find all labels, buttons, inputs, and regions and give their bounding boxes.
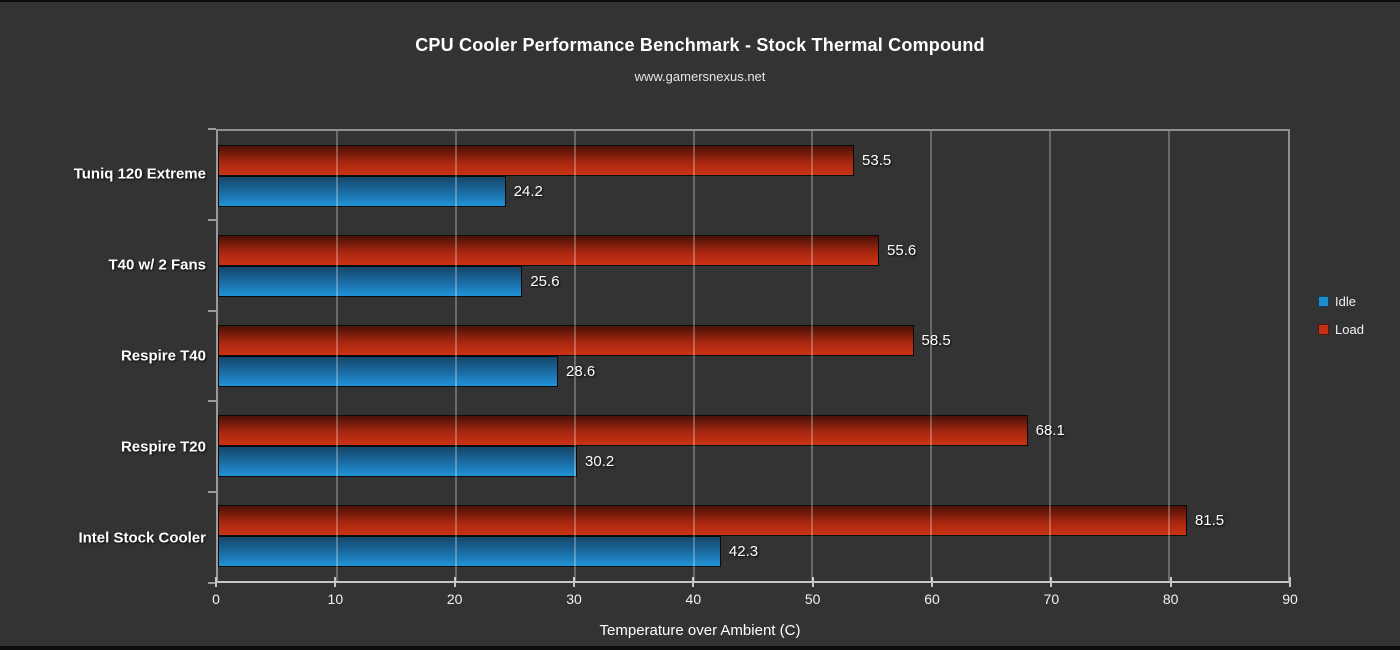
legend-label: Load bbox=[1335, 322, 1364, 337]
category-label: T40 w/ 2 Fans bbox=[108, 256, 206, 274]
legend-item-idle: Idle bbox=[1318, 294, 1364, 309]
legend: Idle Load bbox=[1318, 294, 1364, 350]
y-tick-mark bbox=[208, 582, 216, 584]
x-tick-mark bbox=[692, 577, 695, 587]
x-tick-label: 20 bbox=[446, 591, 463, 607]
value-label: 30.2 bbox=[585, 453, 615, 470]
plot-area: 53.5 24.2 55.6 25.6 58.5 28.6 68.1 30.2 81.5 42.3 bbox=[216, 129, 1290, 583]
bar-row: 42.3 bbox=[218, 536, 1288, 567]
legend-item-load: Load bbox=[1318, 322, 1364, 337]
x-axis-title: Temperature over Ambient (C) bbox=[599, 622, 801, 639]
bar-idle bbox=[218, 446, 578, 477]
chart-title: CPU Cooler Performance Benchmark - Stock… bbox=[415, 35, 985, 55]
bar-idle bbox=[218, 536, 721, 567]
value-label: 42.3 bbox=[728, 543, 759, 560]
bar-load bbox=[218, 325, 914, 356]
x-tick-mark bbox=[453, 577, 456, 587]
category-band: 81.5 42.3 bbox=[218, 491, 1288, 581]
bar-row: 81.5 bbox=[218, 505, 1288, 536]
value-label: 24.2 bbox=[513, 183, 543, 200]
value-label: 81.5 bbox=[1194, 512, 1225, 529]
value-label: 58.5 bbox=[921, 332, 951, 349]
x-tick-label: 80 bbox=[1162, 591, 1179, 607]
value-label: 55.6 bbox=[887, 242, 917, 259]
x-tick-mark bbox=[1169, 577, 1172, 587]
x-tick-label: 50 bbox=[804, 591, 821, 607]
bar-idle bbox=[218, 266, 523, 297]
y-tick-mark bbox=[208, 309, 216, 312]
bar-load bbox=[218, 235, 880, 266]
category-band: 53.5 24.2 bbox=[218, 131, 1288, 221]
bar-row: 28.6 bbox=[218, 356, 1288, 387]
chart-subtitle: www.gamersnexus.net bbox=[634, 69, 766, 84]
bar-load bbox=[218, 145, 855, 176]
bar-row: 68.1 bbox=[218, 415, 1288, 446]
x-tick-label: 30 bbox=[566, 591, 582, 607]
x-tick-label: 0 bbox=[212, 591, 220, 607]
x-tick-mark bbox=[1050, 577, 1053, 587]
x-tick-label: 90 bbox=[1282, 591, 1298, 607]
y-tick-mark bbox=[208, 128, 216, 130]
category-band: 55.6 25.6 bbox=[218, 221, 1288, 311]
y-tick-mark bbox=[208, 218, 216, 221]
bar-row: 25.6 bbox=[218, 266, 1288, 297]
y-tick-mark bbox=[208, 491, 216, 494]
x-tick-label: 60 bbox=[924, 591, 940, 607]
bar-idle bbox=[218, 176, 506, 207]
bar-row: 55.6 bbox=[218, 235, 1288, 266]
category-band: 68.1 30.2 bbox=[218, 401, 1288, 491]
bar-idle bbox=[218, 356, 559, 387]
x-tick-label: 40 bbox=[685, 591, 702, 607]
bar-row: 30.2 bbox=[218, 446, 1288, 477]
category-label: Respire T40 bbox=[120, 347, 206, 365]
x-tick-mark bbox=[334, 577, 337, 587]
value-label: 68.1 bbox=[1035, 422, 1065, 439]
category-label: Respire T20 bbox=[120, 438, 206, 456]
x-tick-mark bbox=[215, 577, 217, 587]
x-tick-mark bbox=[811, 577, 814, 587]
y-tick-mark bbox=[208, 400, 216, 403]
category-axis-labels: Tuniq 120 Extreme T40 w/ 2 Fans Respire T4… bbox=[0, 129, 206, 583]
bar-load bbox=[218, 505, 1187, 536]
legend-swatch-load bbox=[1318, 324, 1329, 335]
bar-groups: 53.5 24.2 55.6 25.6 58.5 28.6 68.1 30.2 81.5 42.3 bbox=[218, 131, 1288, 581]
legend-swatch-idle bbox=[1318, 296, 1329, 307]
x-tick-mark bbox=[573, 577, 575, 587]
value-label: 25.6 bbox=[530, 273, 560, 290]
legend-label: Idle bbox=[1335, 294, 1356, 309]
x-tick-label: 10 bbox=[327, 591, 344, 607]
value-label: 28.6 bbox=[566, 363, 596, 380]
bar-row: 58.5 bbox=[218, 325, 1288, 356]
value-label: 53.5 bbox=[862, 152, 892, 169]
x-tick-mark bbox=[1289, 577, 1291, 587]
bar-row: 24.2 bbox=[218, 176, 1288, 207]
bar-load bbox=[218, 415, 1028, 446]
bar-row: 53.5 bbox=[218, 145, 1288, 176]
x-tick-mark bbox=[931, 577, 933, 587]
category-label: Tuniq 120 Extreme bbox=[73, 165, 206, 183]
category-band: 58.5 28.6 bbox=[218, 311, 1288, 401]
x-tick-label: 70 bbox=[1043, 591, 1060, 607]
category-label: Intel Stock Cooler bbox=[78, 529, 206, 547]
